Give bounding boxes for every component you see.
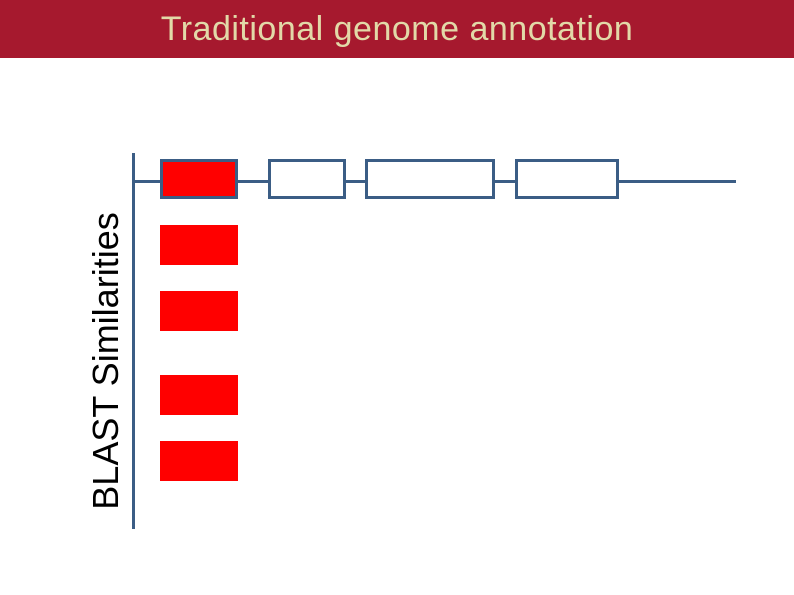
track-box-2 — [365, 159, 495, 199]
track-box-0 — [160, 159, 238, 199]
track-box-1 — [268, 159, 346, 199]
slide: Traditional genome annotation BLAST Simi… — [0, 0, 794, 595]
y-axis-label: BLAST Similarities — [85, 212, 127, 509]
track-box-3 — [515, 159, 619, 199]
similarity-block-1 — [160, 291, 238, 331]
slide-title: Traditional genome annotation — [161, 10, 634, 49]
similarity-block-3 — [160, 441, 238, 481]
similarity-block-0 — [160, 225, 238, 265]
y-axis-tick — [132, 153, 135, 529]
title-bar: Traditional genome annotation — [0, 0, 794, 58]
similarity-block-2 — [160, 375, 238, 415]
